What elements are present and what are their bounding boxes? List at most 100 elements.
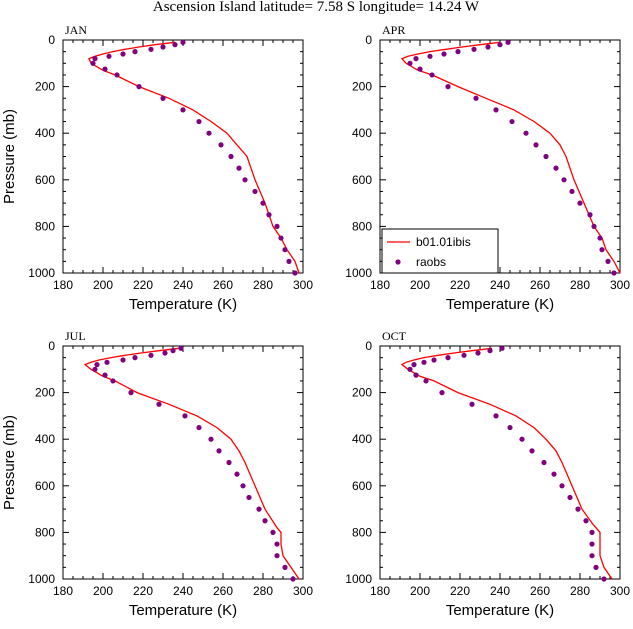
x-axis-label: Temperature (K): [446, 602, 554, 619]
raobs-point: [274, 541, 280, 547]
x-tick-label: 200: [93, 278, 113, 292]
y-tick-label: 600: [35, 479, 55, 493]
y-tick-label: 600: [352, 479, 372, 493]
raobs-point: [282, 564, 288, 570]
raobs-point: [160, 95, 166, 101]
raobs-point: [589, 529, 595, 536]
raobs-point: [274, 223, 280, 229]
y-axis-label: Pressure (mb): [1, 415, 18, 510]
x-tick-label: 200: [93, 584, 113, 598]
raobs-point: [110, 378, 116, 384]
raobs-point: [507, 424, 513, 431]
raobs-point: [523, 130, 529, 136]
raobs-point: [559, 483, 565, 489]
plot-frame: [62, 39, 304, 274]
raobs-point: [156, 401, 162, 407]
raobs-point: [160, 44, 166, 50]
raobs-point: [553, 165, 559, 171]
raobs-point: [569, 188, 575, 195]
raobs-point: [519, 436, 525, 442]
raobs-point: [493, 413, 499, 419]
panel-label: OCT: [382, 329, 407, 343]
raobs-point: [236, 165, 242, 171]
raobs-point: [240, 483, 246, 489]
raobs-point: [132, 355, 138, 361]
x-tick-label: 180: [370, 278, 390, 292]
raobs-point: [599, 247, 605, 253]
raobs-point: [196, 118, 202, 125]
raobs-point: [262, 518, 268, 524]
y-axis-label: Pressure (mb): [1, 109, 18, 204]
panel-oct: 180 200 220 240 260 280 300 0 200 400 600 800 1000 Te…: [345, 329, 630, 619]
raobs-point: [431, 357, 437, 363]
y-tick-label: 1000: [345, 572, 372, 586]
x-tick-label: 260: [213, 584, 233, 598]
raobs-point: [577, 200, 583, 206]
x-tick-label: 240: [173, 278, 193, 292]
raobs-point: [196, 424, 202, 431]
raobs-point: [234, 471, 240, 477]
raobs-point: [445, 84, 451, 90]
y-tick-label: 1000: [28, 266, 55, 280]
raobs-point: [509, 118, 515, 125]
y-tick-label: 400: [352, 432, 372, 446]
x-axis-label: Temperature (K): [446, 296, 554, 313]
raobs-point: [597, 235, 603, 241]
raobs-point: [567, 494, 573, 501]
raobs-point: [92, 366, 98, 372]
raobs-point: [148, 46, 154, 52]
raobs-point: [120, 51, 126, 57]
raobs-point: [417, 66, 423, 72]
x-tick-label: 180: [53, 278, 73, 292]
y-tick-label: 800: [35, 525, 55, 539]
raobs-point: [114, 72, 120, 78]
raobs-point: [411, 362, 417, 368]
raobs-point: [282, 247, 288, 253]
raobs-point: [441, 51, 447, 57]
legend-dot-swatch: [395, 259, 401, 265]
raobs-point: [497, 42, 503, 48]
raobs-point: [226, 459, 232, 466]
x-tick-label: 220: [450, 278, 470, 292]
raobs-point: [611, 270, 617, 276]
raobs-point: [178, 345, 184, 351]
raobs-point: [427, 53, 433, 59]
x-tick-label: 300: [293, 584, 313, 598]
x-tick-label: 260: [530, 278, 550, 292]
raobs-point: [529, 448, 535, 454]
raobs-point: [278, 235, 284, 241]
panel-jan: 180 200 220 240 260 280 300 0 200 400 600 800 1000 Te…: [1, 23, 313, 313]
raobs-point: [505, 39, 511, 45]
raobs-point: [589, 541, 595, 547]
raobs-point: [270, 529, 276, 536]
raobs-point: [132, 49, 138, 55]
y-tick-label: 800: [352, 525, 372, 539]
x-tick-label: 240: [490, 584, 510, 598]
legend-box: [381, 228, 499, 274]
plot-frame: [62, 345, 304, 580]
x-tick-label: 260: [213, 278, 233, 292]
x-tick-label: 280: [253, 584, 273, 598]
panel-label: JAN: [65, 23, 87, 37]
raobs-point: [605, 258, 611, 264]
raobs-point: [493, 107, 499, 113]
raobs-point: [471, 46, 477, 52]
raobs-point: [148, 352, 154, 358]
panel-label: JUL: [65, 329, 86, 343]
raobs-point: [601, 576, 607, 582]
x-tick-label: 200: [410, 278, 430, 292]
plot-frame: [379, 345, 621, 580]
raobs-point: [413, 372, 419, 378]
y-tick-label: 1000: [345, 266, 372, 280]
y-tick-label: 400: [35, 126, 55, 140]
y-tick-label: 0: [48, 339, 55, 353]
raobs-point: [216, 448, 222, 454]
x-tick-label: 300: [610, 278, 630, 292]
raobs-point: [292, 270, 298, 276]
raobs-point: [104, 359, 110, 365]
raobs-point: [485, 44, 491, 50]
x-tick-label: 280: [253, 278, 273, 292]
raobs-point: [583, 518, 589, 524]
raobs-point: [246, 494, 252, 501]
